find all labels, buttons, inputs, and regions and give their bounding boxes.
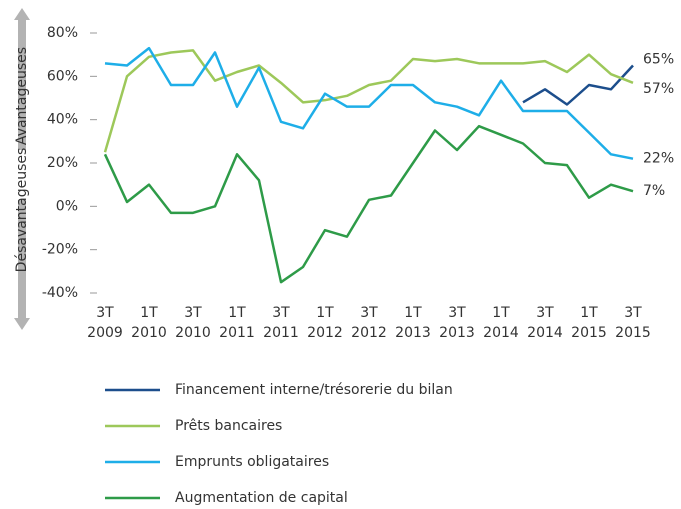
y-tick-label: -20% [42,242,78,258]
x-tick-label: 3T [184,305,202,321]
value-label: 65% [643,52,674,68]
x-tick-label: 1T [316,305,334,321]
arrow-up [14,8,30,150]
legend-label: Prêts bancaires [175,418,282,434]
x-tick-label: 2012 [351,325,387,341]
x-tick-label: 2014 [527,325,563,341]
series-line [103,49,634,153]
x-tick-label: 2011 [219,325,255,341]
x-tick-label: 2013 [395,325,431,341]
y-tick-label: 60% [47,68,78,84]
value-label: 7% [643,183,665,199]
arrow-down [14,200,30,330]
legend-label: Augmentation de capital [175,490,348,506]
x-tick-label: 3T [272,305,290,321]
x-tick-label: 3T [360,305,378,321]
x-tick-label: 2014 [483,325,519,341]
x-tick-label: 1T [228,305,246,321]
x-tick-label: 3T [96,305,114,321]
x-tick-label: 3T [536,305,554,321]
y-tick-label: -40% [42,285,78,301]
x-tick-label: 2011 [263,325,299,341]
legend-label: Emprunts obligataires [175,454,329,470]
x-tick-label: 2015 [615,325,651,341]
x-tick-label: 2015 [571,325,607,341]
x-tick-label: 1T [580,305,598,321]
x-tick-label: 1T [492,305,510,321]
series-line [522,64,634,106]
x-tick-label: 2010 [131,325,167,341]
y-label-bottom: Désavantageuses [14,148,30,273]
x-tick-label: 2012 [307,325,343,341]
value-label: 22% [643,151,674,167]
series-line [104,46,634,160]
x-tick-label: 1T [404,305,422,321]
legend-label: Financement interne/trésorerie du bilan [175,382,453,398]
y-label-top: Avantageuses [14,47,30,145]
x-tick-label: 2010 [175,325,211,341]
y-tick-label: 80% [47,25,78,41]
series-line [103,124,634,284]
x-tick-label: 3T [448,305,466,321]
value-label: 57% [643,81,674,97]
y-tick-label: 40% [47,112,78,128]
y-tick-label: 20% [47,155,78,171]
x-tick-label: 3T [624,305,642,321]
x-tick-label: 2009 [87,325,123,341]
y-tick-label: 0% [56,198,78,214]
x-tick-label: 1T [140,305,158,321]
x-tick-label: 2013 [439,325,475,341]
